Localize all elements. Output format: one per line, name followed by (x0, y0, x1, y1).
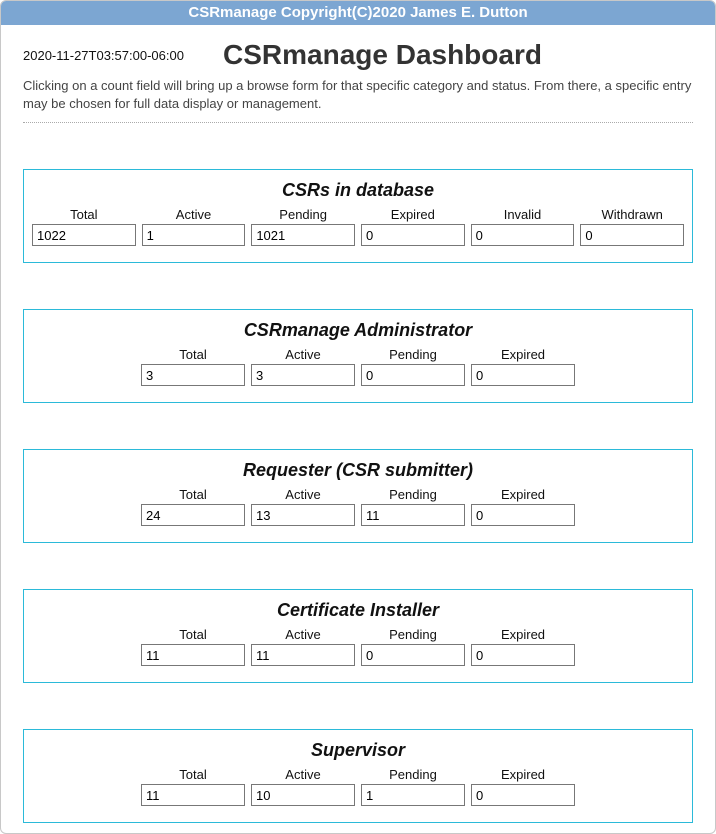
panel-admin: CSRmanage Administrator Total Active Pen… (23, 309, 693, 403)
col-invalid: Invalid (471, 205, 575, 246)
panel-title-csrs: CSRs in database (30, 180, 686, 201)
row-installer: Total Active Pending Expired (141, 625, 575, 666)
csrs-total-input[interactable] (32, 224, 136, 246)
label-expired: Expired (361, 205, 465, 224)
label-active: Active (251, 625, 355, 644)
panel-title-installer: Certificate Installer (30, 600, 686, 621)
panel-csrs: CSRs in database Total Active Pending Ex… (23, 169, 693, 263)
installer-pending-input[interactable] (361, 644, 465, 666)
label-withdrawn: Withdrawn (580, 205, 684, 224)
requester-active-input[interactable] (251, 504, 355, 526)
panel-title-requester: Requester (CSR submitter) (30, 460, 686, 481)
panel-title-supervisor: Supervisor (30, 740, 686, 761)
admin-expired-input[interactable] (471, 364, 575, 386)
supervisor-expired-input[interactable] (471, 784, 575, 806)
supervisor-active-input[interactable] (251, 784, 355, 806)
requester-pending-input[interactable] (361, 504, 465, 526)
col-expired: Expired (471, 765, 575, 806)
divider (23, 122, 693, 123)
content: 2020-11-27T03:57:00-06:00 CSRmanage Dash… (1, 25, 715, 833)
admin-total-input[interactable] (141, 364, 245, 386)
col-total: Total (141, 625, 245, 666)
col-expired: Expired (471, 345, 575, 386)
col-active: Active (251, 625, 355, 666)
admin-active-input[interactable] (251, 364, 355, 386)
col-total: Total (141, 485, 245, 526)
col-expired: Expired (471, 485, 575, 526)
label-expired: Expired (471, 625, 575, 644)
col-expired: Expired (361, 205, 465, 246)
col-total: Total (141, 765, 245, 806)
label-active: Active (251, 765, 355, 784)
csrs-pending-input[interactable] (251, 224, 355, 246)
label-active: Active (251, 345, 355, 364)
requester-total-input[interactable] (141, 504, 245, 526)
banner: CSRmanage Copyright(C)2020 James E. Dutt… (1, 1, 715, 25)
panel-installer: Certificate Installer Total Active Pendi… (23, 589, 693, 683)
label-expired: Expired (471, 485, 575, 504)
col-expired: Expired (471, 625, 575, 666)
col-active: Active (142, 205, 246, 246)
supervisor-total-input[interactable] (141, 784, 245, 806)
app-frame: CSRmanage Copyright(C)2020 James E. Dutt… (0, 0, 716, 834)
row-admin: Total Active Pending Expired (141, 345, 575, 386)
col-active: Active (251, 485, 355, 526)
label-pending: Pending (361, 625, 465, 644)
csrs-active-input[interactable] (142, 224, 246, 246)
label-active: Active (251, 485, 355, 504)
installer-expired-input[interactable] (471, 644, 575, 666)
csrs-expired-input[interactable] (361, 224, 465, 246)
csrs-withdrawn-input[interactable] (580, 224, 684, 246)
label-total: Total (141, 345, 245, 364)
supervisor-pending-input[interactable] (361, 784, 465, 806)
label-total: Total (141, 485, 245, 504)
timestamp: 2020-11-27T03:57:00-06:00 (23, 48, 223, 63)
label-invalid: Invalid (471, 205, 575, 224)
page-title: CSRmanage Dashboard (223, 39, 542, 71)
col-withdrawn: Withdrawn (580, 205, 684, 246)
col-pending: Pending (361, 765, 465, 806)
panel-supervisor: Supervisor Total Active Pending Expired (23, 729, 693, 823)
installer-total-input[interactable] (141, 644, 245, 666)
admin-pending-input[interactable] (361, 364, 465, 386)
csrs-invalid-input[interactable] (471, 224, 575, 246)
row-supervisor: Total Active Pending Expired (141, 765, 575, 806)
label-pending: Pending (361, 485, 465, 504)
label-total: Total (141, 625, 245, 644)
label-expired: Expired (471, 765, 575, 784)
col-total: Total (141, 345, 245, 386)
label-expired: Expired (471, 345, 575, 364)
panel-requester: Requester (CSR submitter) Total Active P… (23, 449, 693, 543)
label-pending: Pending (251, 205, 355, 224)
installer-active-input[interactable] (251, 644, 355, 666)
col-pending: Pending (361, 345, 465, 386)
col-pending: Pending (251, 205, 355, 246)
col-active: Active (251, 765, 355, 806)
col-active: Active (251, 345, 355, 386)
col-pending: Pending (361, 485, 465, 526)
subtitle: Clicking on a count field will bring up … (23, 77, 693, 112)
label-total: Total (141, 765, 245, 784)
label-pending: Pending (361, 345, 465, 364)
row-csrs: Total Active Pending Expired Invalid (30, 205, 686, 246)
header-row: 2020-11-27T03:57:00-06:00 CSRmanage Dash… (23, 39, 693, 71)
label-active: Active (142, 205, 246, 224)
panel-title-admin: CSRmanage Administrator (30, 320, 686, 341)
col-pending: Pending (361, 625, 465, 666)
row-requester: Total Active Pending Expired (141, 485, 575, 526)
label-total: Total (32, 205, 136, 224)
label-pending: Pending (361, 765, 465, 784)
col-total: Total (32, 205, 136, 246)
requester-expired-input[interactable] (471, 504, 575, 526)
